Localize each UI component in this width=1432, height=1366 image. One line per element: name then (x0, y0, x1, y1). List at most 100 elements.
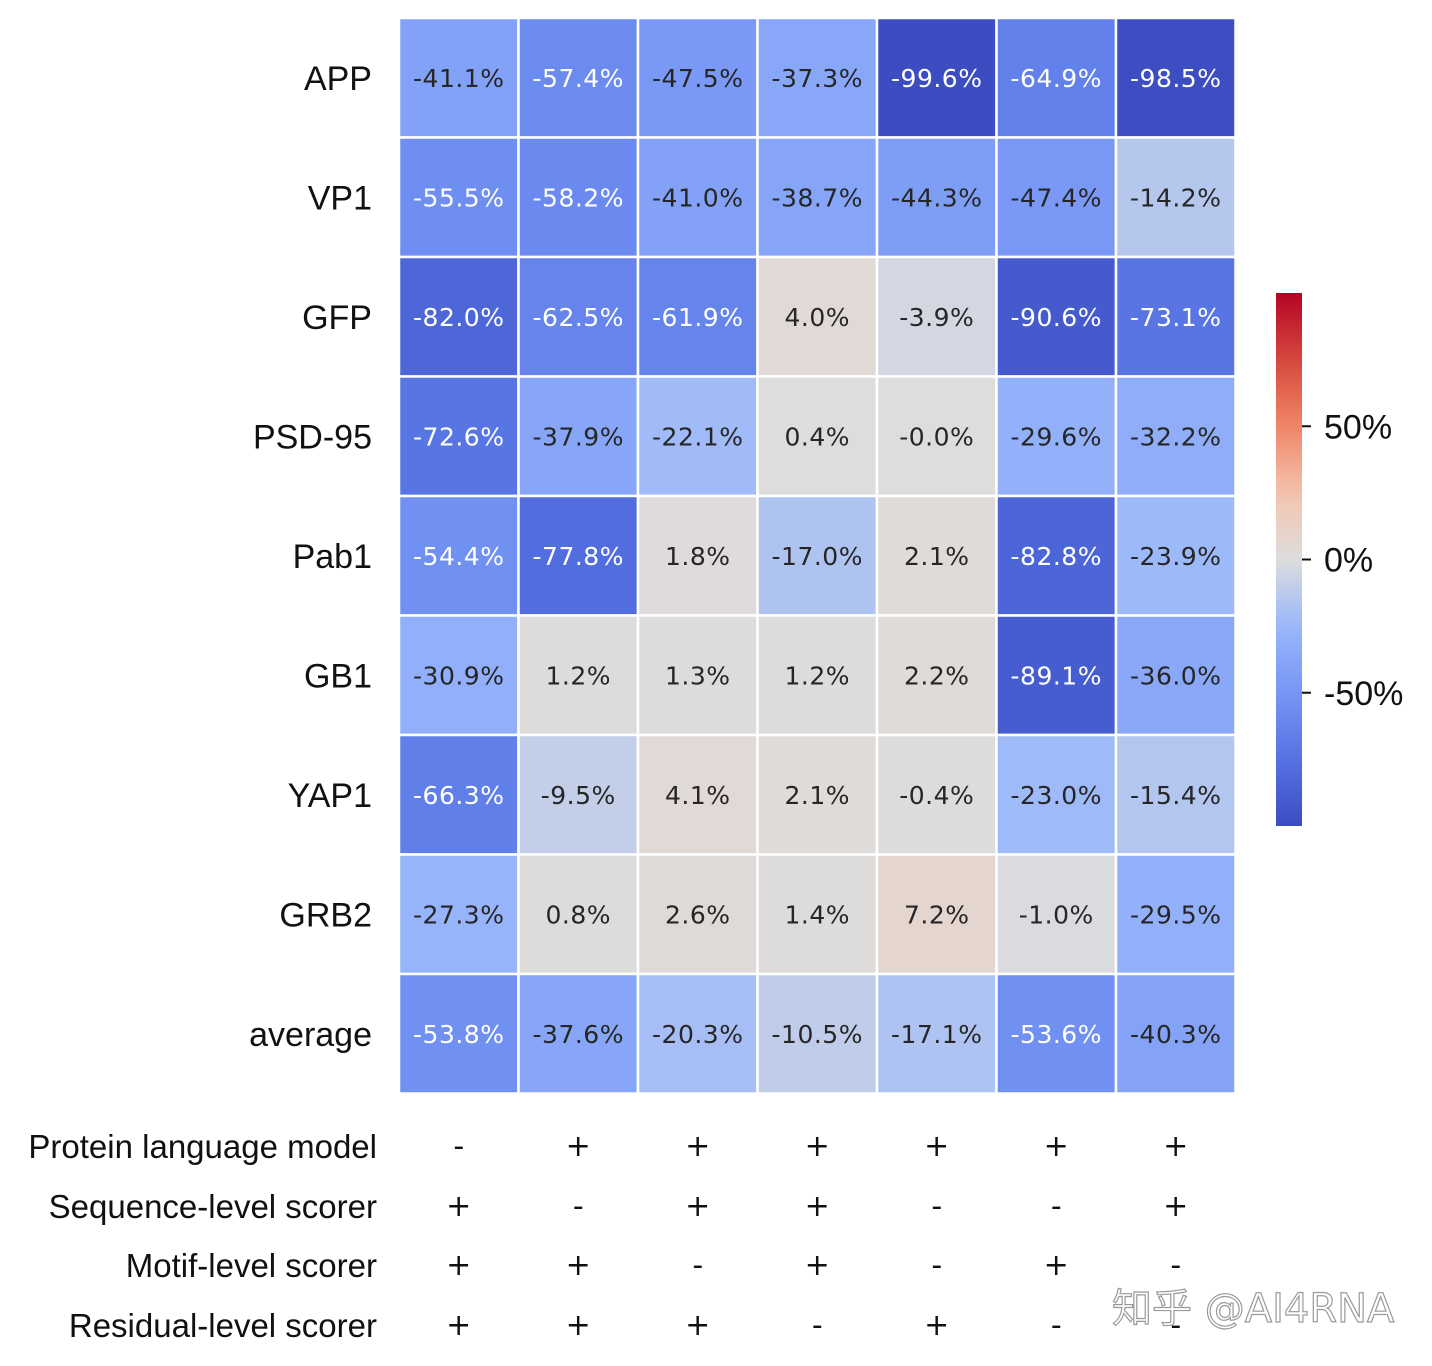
cell-value-label: 1.8% (665, 542, 731, 571)
condition-minus-mark: - (1170, 1248, 1181, 1283)
heatmap-cell (517, 255, 640, 378)
heatmap-cell (875, 614, 998, 737)
heatmap-cell (756, 614, 879, 737)
heatmap-cell (397, 16, 520, 139)
row-label: Pab1 (293, 538, 372, 576)
condition-plus-mark: + (685, 1129, 710, 1164)
heatmap-cell (1114, 614, 1237, 737)
cell-value-label: 2.6% (665, 900, 731, 929)
cell-value-label: -73.1% (1130, 303, 1221, 332)
cell-value-label: -0.4% (899, 781, 974, 810)
condition-minus-mark: - (1051, 1308, 1062, 1343)
cell-value-label: -54.4% (413, 542, 504, 571)
heatmap-cell (517, 853, 640, 976)
cell-value-label: -55.5% (413, 183, 504, 212)
cell-value-label: -29.6% (1011, 422, 1102, 451)
heatmap-cell (1114, 255, 1237, 378)
row-label: GFP (302, 299, 372, 337)
cell-value-label: -32.2% (1130, 422, 1221, 451)
cell-value-label: -17.0% (772, 542, 863, 571)
cell-value-label: -1.0% (1019, 900, 1094, 929)
row-label: APP (304, 60, 372, 98)
heatmap-cell (1114, 375, 1237, 498)
watermark-text: 知乎 @AI4RNA (1112, 1286, 1395, 1332)
cell-value-label: -57.4% (533, 64, 624, 93)
heatmap-cell (875, 972, 998, 1095)
cell-value-label: -99.6% (891, 64, 982, 93)
cell-value-label: -82.8% (1011, 542, 1102, 571)
heatmap-cell (636, 136, 759, 259)
cell-value-label: -29.5% (1130, 900, 1221, 929)
condition-minus-mark: - (573, 1189, 584, 1224)
row-labels: APP VP1 GFP PSD-95 Pab1 GB1 YAP1 GRB2 average (249, 60, 372, 1054)
condition-label: Motif-level scorer (126, 1247, 377, 1284)
colorbar-tick-label: 0% (1324, 542, 1373, 580)
condition-plus-mark: + (1163, 1129, 1188, 1164)
heatmap-cell (995, 16, 1118, 139)
cell-value-label: -47.4% (1011, 183, 1102, 212)
cell-value-label: -37.6% (533, 1020, 624, 1049)
cell-value-label: -41.1% (413, 64, 504, 93)
condition-plus-mark: + (805, 1189, 830, 1224)
heatmap-cell (1114, 972, 1237, 1095)
cell-value-label: -17.1% (891, 1020, 982, 1049)
cell-value-label: -3.9% (899, 303, 974, 332)
condition-plus-mark: + (805, 1248, 830, 1283)
cell-value-label: 1.4% (784, 900, 850, 929)
condition-plus-mark: + (1044, 1248, 1069, 1283)
heatmap-cell (397, 494, 520, 617)
cell-value-label: -53.6% (1011, 1020, 1102, 1049)
heatmap-cell (636, 972, 759, 1095)
cell-value-label: 0.4% (784, 422, 850, 451)
row-label: average (249, 1016, 372, 1054)
condition-plus-mark: + (685, 1308, 710, 1343)
colorbar-tick-label: 50% (1324, 408, 1392, 446)
condition-plus-mark: + (805, 1129, 830, 1164)
heatmap-cell (756, 972, 879, 1095)
heatmap-cell (995, 733, 1118, 856)
cell-value-label: -36.0% (1130, 661, 1221, 690)
row-label: PSD-95 (253, 418, 372, 456)
condition-minus-mark: - (931, 1189, 942, 1224)
condition-plus-mark: + (446, 1308, 471, 1343)
heatmap-cell (397, 853, 520, 976)
cell-value-label: -89.1% (1011, 661, 1102, 690)
colorbar: 50% 0% -50% (1276, 293, 1403, 826)
condition-plus-mark: + (566, 1248, 591, 1283)
heatmap-cell (756, 853, 879, 976)
condition-plus-mark: + (446, 1189, 471, 1224)
cell-value-label: -14.2% (1130, 183, 1221, 212)
heatmap-cell (517, 375, 640, 498)
cell-value-label: 4.1% (665, 781, 731, 810)
condition-label: Sequence-level scorer (49, 1188, 377, 1225)
heatmap-cell (995, 853, 1118, 976)
cell-value-label: -30.9% (413, 661, 504, 690)
cell-value-label: -37.3% (772, 64, 863, 93)
cell-value-label: 0.8% (545, 900, 611, 929)
heatmap-cell (397, 972, 520, 1095)
cell-value-label: -61.9% (652, 303, 743, 332)
cell-value-label: -66.3% (413, 781, 504, 810)
cell-value-label: -64.9% (1011, 64, 1102, 93)
condition-minus-mark: - (812, 1308, 823, 1343)
cell-value-label: -72.6% (413, 422, 504, 451)
condition-minus-mark: - (1170, 1308, 1181, 1343)
condition-minus-mark: - (1051, 1189, 1062, 1224)
heatmap-cell (756, 255, 879, 378)
cell-value-label: -20.3% (652, 1020, 743, 1049)
heatmap-cell (397, 375, 520, 498)
row-label: VP1 (308, 179, 372, 217)
cell-value-label: -41.0% (652, 183, 743, 212)
cell-value-label: 4.0% (784, 303, 850, 332)
cell-value-label: -44.3% (891, 183, 982, 212)
condition-plus-mark: + (685, 1189, 710, 1224)
cell-value-label: -10.5% (772, 1020, 863, 1049)
colorbar-gradient (1276, 293, 1302, 826)
condition-plus-mark: + (1044, 1129, 1069, 1164)
condition-minus-mark: - (692, 1248, 703, 1283)
condition-minus-mark: - (931, 1248, 942, 1283)
condition-plus-mark: + (446, 1248, 471, 1283)
cell-value-label: -53.8% (413, 1020, 504, 1049)
heatmap-cell (1114, 733, 1237, 856)
heatmap-cell (397, 136, 520, 259)
